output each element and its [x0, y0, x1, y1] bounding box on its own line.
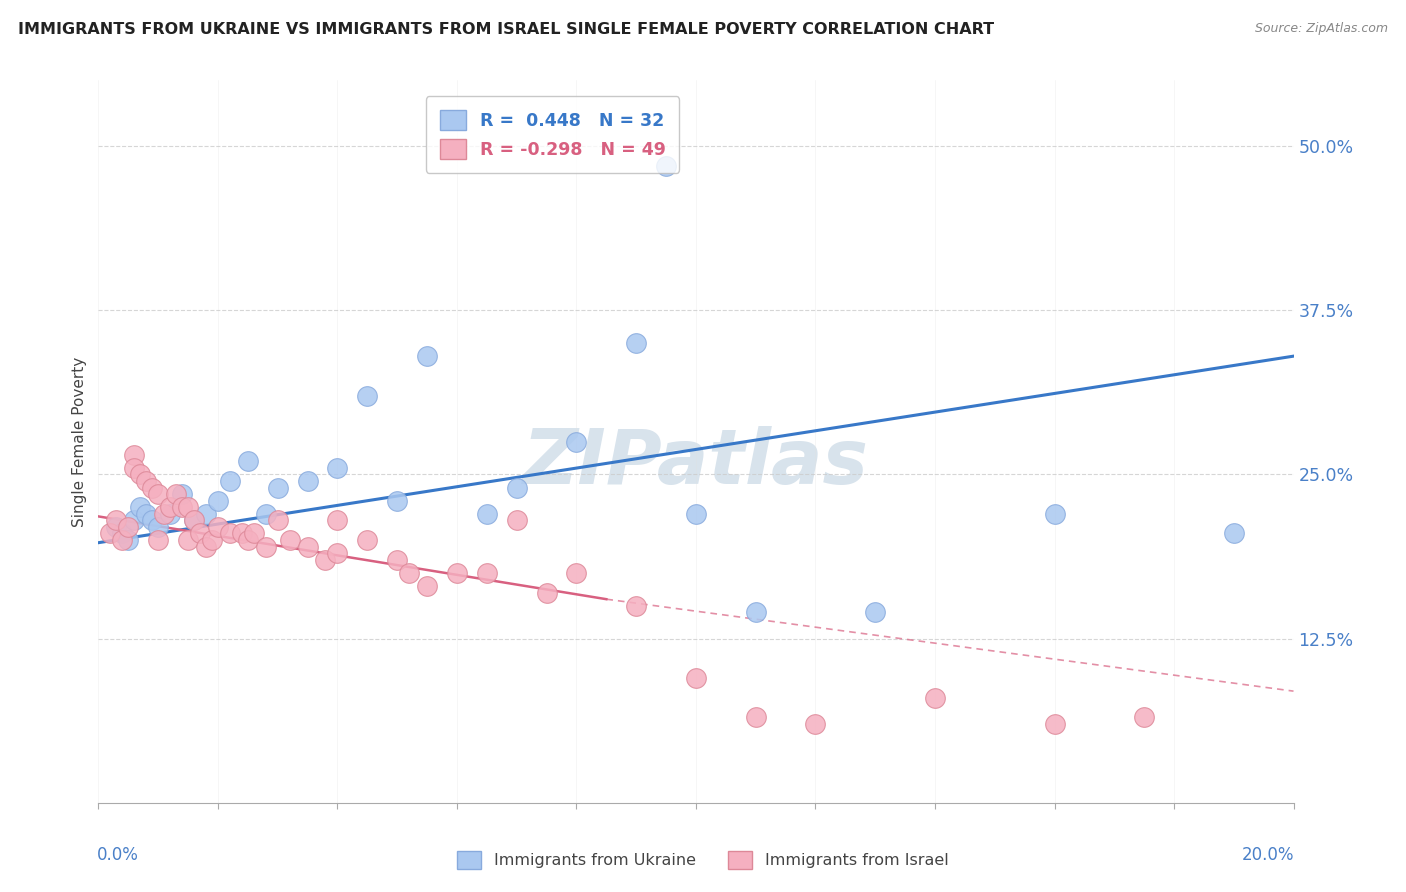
- Text: IMMIGRANTS FROM UKRAINE VS IMMIGRANTS FROM ISRAEL SINGLE FEMALE POVERTY CORRELAT: IMMIGRANTS FROM UKRAINE VS IMMIGRANTS FR…: [18, 22, 994, 37]
- Y-axis label: Single Female Poverty: Single Female Poverty: [72, 357, 87, 526]
- Point: [117, 520, 139, 534]
- Point: [141, 513, 163, 527]
- Point: [685, 507, 707, 521]
- Point: [188, 526, 211, 541]
- Point: [231, 526, 253, 541]
- Point: [135, 474, 157, 488]
- Point: [685, 671, 707, 685]
- Point: [165, 487, 187, 501]
- Point: [297, 540, 319, 554]
- Point: [124, 460, 146, 475]
- Point: [207, 493, 229, 508]
- Point: [172, 487, 194, 501]
- Point: [475, 566, 498, 580]
- Point: [1043, 717, 1066, 731]
- Point: [398, 566, 420, 580]
- Point: [159, 500, 181, 515]
- Point: [236, 454, 259, 468]
- Point: [129, 500, 152, 515]
- Point: [536, 585, 558, 599]
- Point: [565, 434, 588, 449]
- Point: [141, 481, 163, 495]
- Point: [446, 566, 468, 580]
- Point: [148, 520, 170, 534]
- Point: [124, 448, 146, 462]
- Point: [326, 460, 349, 475]
- Point: [626, 599, 648, 613]
- Point: [177, 533, 200, 547]
- Point: [111, 526, 134, 541]
- Point: [356, 533, 378, 547]
- Point: [243, 526, 266, 541]
- Point: [105, 513, 128, 527]
- Point: [254, 540, 277, 554]
- Point: [865, 605, 887, 619]
- Point: [1133, 710, 1156, 724]
- Point: [924, 690, 946, 705]
- Point: [385, 493, 409, 508]
- Point: [475, 507, 498, 521]
- Point: [267, 513, 290, 527]
- Point: [195, 540, 218, 554]
- Point: [745, 605, 768, 619]
- Point: [105, 520, 128, 534]
- Point: [1043, 507, 1066, 521]
- Point: [326, 513, 349, 527]
- Legend: R =  0.448   N = 32, R = -0.298   N = 49: R = 0.448 N = 32, R = -0.298 N = 49: [426, 96, 679, 173]
- Point: [278, 533, 301, 547]
- Point: [98, 526, 122, 541]
- Point: [219, 474, 242, 488]
- Point: [219, 526, 242, 541]
- Point: [124, 513, 146, 527]
- Point: [153, 507, 176, 521]
- Point: [135, 507, 157, 521]
- Point: [655, 159, 678, 173]
- Point: [416, 349, 439, 363]
- Point: [356, 388, 378, 402]
- Point: [117, 533, 139, 547]
- Point: [745, 710, 768, 724]
- Text: 0.0%: 0.0%: [97, 847, 139, 864]
- Point: [172, 500, 194, 515]
- Point: [297, 474, 319, 488]
- Text: ZIPatlas: ZIPatlas: [523, 426, 869, 500]
- Point: [111, 533, 134, 547]
- Text: Source: ZipAtlas.com: Source: ZipAtlas.com: [1254, 22, 1388, 36]
- Point: [267, 481, 290, 495]
- Point: [148, 533, 170, 547]
- Point: [326, 546, 349, 560]
- Point: [183, 513, 205, 527]
- Legend: Immigrants from Ukraine, Immigrants from Israel: Immigrants from Ukraine, Immigrants from…: [451, 845, 955, 875]
- Point: [207, 520, 229, 534]
- Point: [195, 507, 218, 521]
- Text: 20.0%: 20.0%: [1243, 847, 1295, 864]
- Point: [315, 553, 337, 567]
- Point: [129, 467, 152, 482]
- Point: [148, 487, 170, 501]
- Point: [254, 507, 277, 521]
- Point: [506, 513, 529, 527]
- Point: [201, 533, 224, 547]
- Point: [236, 533, 259, 547]
- Point: [506, 481, 529, 495]
- Point: [626, 336, 648, 351]
- Point: [385, 553, 409, 567]
- Point: [416, 579, 439, 593]
- Point: [1223, 526, 1246, 541]
- Point: [804, 717, 827, 731]
- Point: [177, 500, 200, 515]
- Point: [565, 566, 588, 580]
- Point: [183, 513, 205, 527]
- Point: [159, 507, 181, 521]
